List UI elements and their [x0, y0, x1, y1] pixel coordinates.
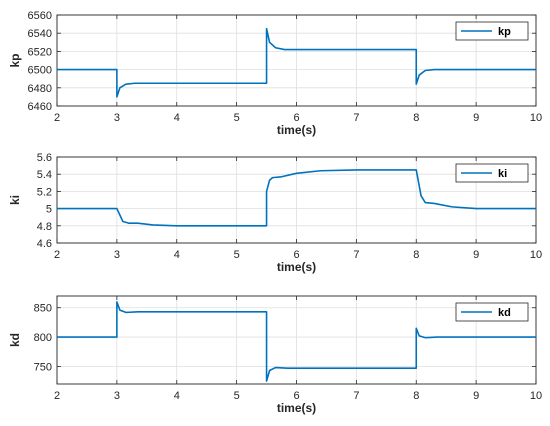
chart-kp-ylabel: kp	[8, 53, 22, 67]
chart-kp-xtick-label-5: 5	[234, 112, 240, 124]
chart-kp-xtick-label-8: 8	[413, 112, 419, 124]
chart-kp: 2 3 4 5 6 7 8 9 10 6460 6480 6500 6520 6540 6560 time(s…	[8, 10, 542, 137]
chart-kp-xtick-label-3: 3	[114, 112, 120, 124]
chart-kd-legend-label: kd	[498, 307, 511, 319]
chart-ki-ytick-label-5.2: 5.2	[37, 186, 52, 198]
chart-kd-ylabel: kd	[8, 333, 22, 347]
chart-kd-xtick-label-4: 4	[174, 390, 180, 402]
chart-kp-xtick-label-10: 10	[530, 112, 542, 124]
chart-kd-xtick-label-2: 2	[54, 390, 60, 402]
chart-kd: 2 3 4 5 6 7 8 9 10 750 800 850 time(s) kd kd	[8, 295, 542, 415]
chart-ki-axes-box	[56, 156, 537, 244]
chart-ki-xtick-label-7: 7	[353, 249, 359, 261]
chart-kp-xtick-label-6: 6	[293, 112, 299, 124]
chart-ki-series-line	[57, 169, 536, 227]
chart-kd-series-line	[57, 301, 536, 382]
chart-ki-xtick-label-10: 10	[530, 249, 542, 261]
chart-kp-ytick-label-6540: 6540	[28, 28, 52, 40]
chart-ki-ylabel: ki	[8, 195, 22, 205]
chart-kp-ytick-label-6520: 6520	[28, 46, 52, 58]
chart-kd-xtick-label-3: 3	[114, 390, 120, 402]
chart-kd-xtick-label-9: 9	[473, 390, 479, 402]
chart-kd-xtick-label-5: 5	[234, 390, 240, 402]
chart-kd-xtick-label-8: 8	[413, 390, 419, 402]
chart-ki-ytick-label-5.4: 5.4	[37, 169, 52, 181]
chart-kp-series-line	[57, 27, 536, 98]
chart-kp-xlabel: time(s)	[277, 123, 316, 137]
chart-ki-ytick-label-5.6: 5.6	[37, 152, 52, 164]
chart-ki: 2 3 4 5 6 7 8 9 10 4.6 4.8 5 5.2 5.4 5.6 time(s) ki ki	[8, 152, 542, 274]
chart-kd-xtick-label-6: 6	[293, 390, 299, 402]
chart-kd-xtick-label-7: 7	[353, 390, 359, 402]
chart-ki-ytick-label-4.6: 4.6	[37, 238, 52, 250]
chart-kp-ytick-label-6500: 6500	[28, 65, 52, 77]
chart-ki-legend-label: ki	[498, 168, 507, 180]
chart-kd-ytick-label-850: 850	[34, 303, 52, 315]
chart-kd-xlabel: time(s)	[277, 401, 316, 415]
chart-kp-legend-label: kp	[498, 26, 511, 38]
chart-ki-xtick-label-2: 2	[54, 249, 60, 261]
chart-ki-xtick-label-9: 9	[473, 249, 479, 261]
chart-kp-xtick-label-7: 7	[353, 112, 359, 124]
chart-kd-ytick-label-800: 800	[34, 332, 52, 344]
chart-kp-ytick-label-6560: 6560	[28, 10, 52, 22]
chart-kd-xtick-label-10: 10	[530, 390, 542, 402]
chart-ki-xlabel: time(s)	[277, 260, 316, 274]
chart-ki-xtick-label-5: 5	[234, 249, 240, 261]
chart-ki-ytick-label-4.8: 4.8	[37, 221, 52, 233]
chart-kp-ytick-label-6460: 6460	[28, 101, 52, 113]
chart-ki-xtick-label-3: 3	[114, 249, 120, 261]
chart-ki-ytick-label-5: 5	[46, 204, 52, 216]
chart-ki-xtick-label-8: 8	[413, 249, 419, 261]
chart-kp-axes-box	[56, 14, 537, 107]
chart-ki-xtick-label-4: 4	[174, 249, 180, 261]
chart-kd-axes-box	[56, 295, 537, 385]
chart-kp-xtick-label-2: 2	[54, 112, 60, 124]
chart-kp-xtick-label-9: 9	[473, 112, 479, 124]
chart-kp-ytick-label-6480: 6480	[28, 83, 52, 95]
chart-ki-xtick-label-6: 6	[293, 249, 299, 261]
chart-kp-xtick-label-4: 4	[174, 112, 180, 124]
chart-kd-ytick-label-750: 750	[34, 361, 52, 373]
